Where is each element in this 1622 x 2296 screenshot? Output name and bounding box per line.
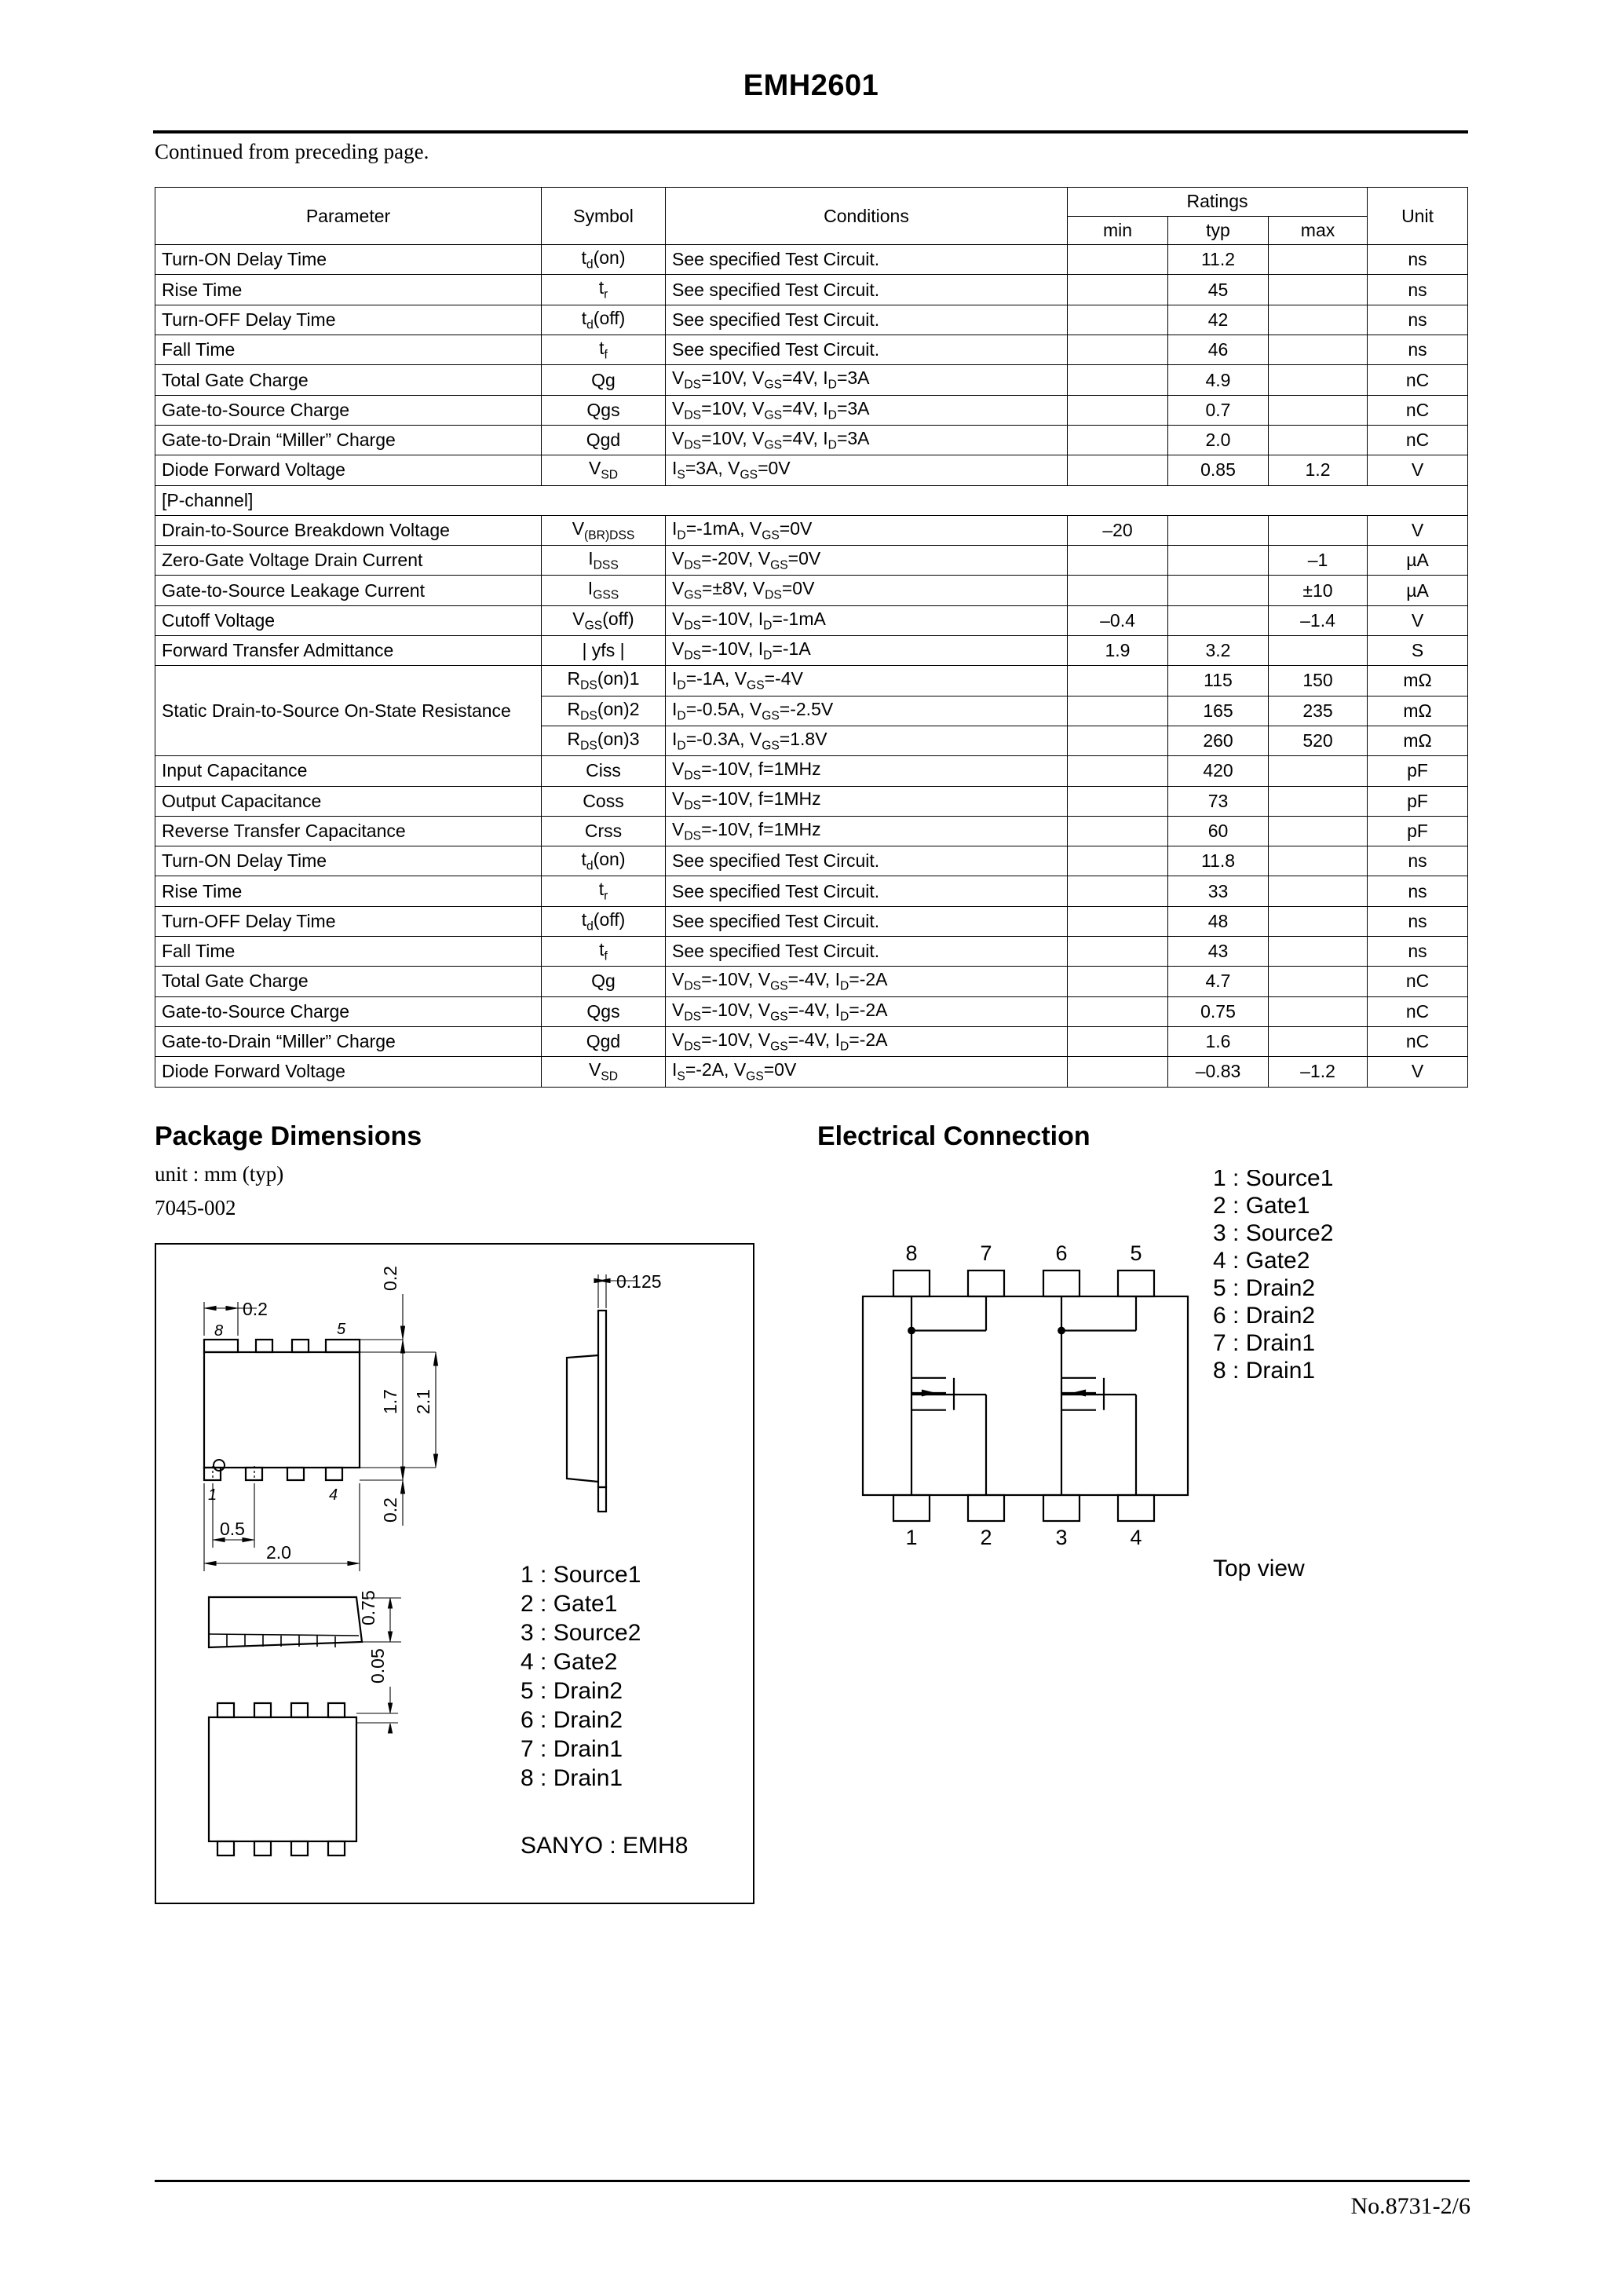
svg-text:2.1: 2.1 — [413, 1389, 433, 1414]
svg-text:3 : Source2: 3 : Source2 — [1213, 1220, 1333, 1246]
svg-text:7 : Drain1: 7 : Drain1 — [521, 1736, 623, 1762]
svg-text:2.0: 2.0 — [266, 1542, 291, 1563]
svg-text:4 : Gate2: 4 : Gate2 — [1213, 1248, 1310, 1274]
svg-text:3 : Source2: 3 : Source2 — [521, 1620, 641, 1646]
svg-text:0.2: 0.2 — [380, 1266, 400, 1291]
svg-text:4: 4 — [1130, 1526, 1142, 1549]
svg-text:0.125: 0.125 — [616, 1271, 662, 1292]
svg-text:8: 8 — [905, 1241, 917, 1265]
svg-text:SANYO : EMH8: SANYO : EMH8 — [521, 1833, 688, 1859]
svg-text:1: 1 — [905, 1526, 917, 1549]
svg-text:5: 5 — [337, 1321, 346, 1338]
svg-text:3: 3 — [1055, 1526, 1067, 1549]
svg-text:8 : Drain1: 8 : Drain1 — [521, 1765, 623, 1791]
svg-text:6: 6 — [1055, 1241, 1067, 1265]
svg-text:0.05: 0.05 — [367, 1648, 388, 1684]
svg-text:1.7: 1.7 — [380, 1389, 400, 1414]
svg-text:1 : Source1: 1 : Source1 — [1213, 1170, 1333, 1191]
svg-text:8 : Drain1: 8 : Drain1 — [1213, 1358, 1315, 1384]
svg-text:5 : Drain2: 5 : Drain2 — [1213, 1275, 1315, 1301]
svg-text:6 : Drain2: 6 : Drain2 — [1213, 1303, 1315, 1329]
svg-text:4: 4 — [329, 1486, 338, 1504]
svg-text:0.2: 0.2 — [380, 1497, 400, 1523]
svg-text:Top view: Top view — [1213, 1556, 1305, 1581]
svg-text:2: 2 — [980, 1526, 992, 1549]
svg-text:2 : Gate1: 2 : Gate1 — [521, 1591, 617, 1617]
svg-text:7: 7 — [980, 1241, 992, 1265]
svg-text:7 : Drain1: 7 : Drain1 — [1213, 1330, 1315, 1356]
svg-text:0.75: 0.75 — [358, 1590, 378, 1625]
svg-text:0.2: 0.2 — [243, 1299, 268, 1319]
svg-text:2 : Gate1: 2 : Gate1 — [1213, 1193, 1310, 1219]
svg-text:5: 5 — [1130, 1241, 1142, 1265]
svg-text:0.5: 0.5 — [220, 1519, 245, 1539]
svg-text:1 : Source1: 1 : Source1 — [521, 1562, 641, 1588]
svg-text:8: 8 — [214, 1322, 223, 1340]
svg-text:5 : Drain2: 5 : Drain2 — [521, 1678, 623, 1704]
svg-text:4 : Gate2: 4 : Gate2 — [521, 1649, 617, 1675]
svg-text:6 : Drain2: 6 : Drain2 — [521, 1707, 623, 1733]
